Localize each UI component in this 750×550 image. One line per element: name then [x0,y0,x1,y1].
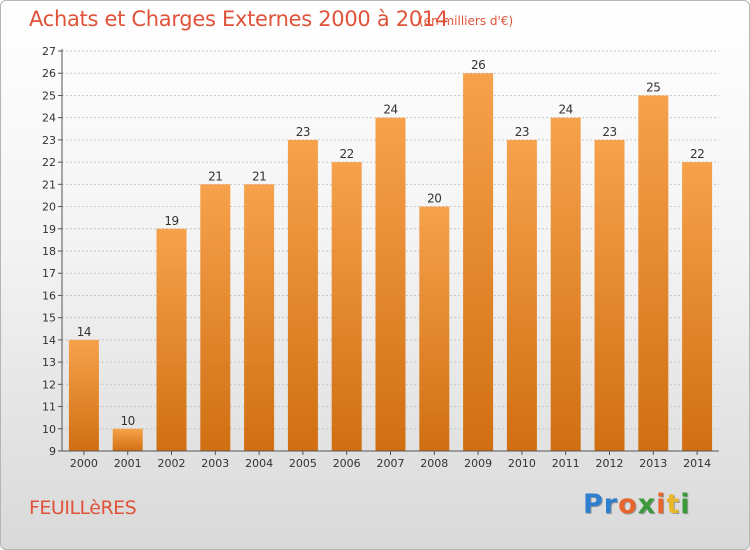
bar-value-label: 21 [252,169,266,183]
bar-value-label: 14 [77,325,91,339]
x-tick-label: 2003 [201,457,229,470]
bar-2004[interactable] [244,184,275,452]
x-tick-label: 2008 [420,457,448,470]
logo-letter: i [656,489,667,520]
bar-2006[interactable] [331,162,362,451]
labels: 9 10 11 12 13 14 15 16 17 18 19 20 21 22 23 24 25 26 27 14 2… [42,45,711,470]
x-tick-label: 2013 [639,457,667,470]
x-tick-label: 2004 [245,457,273,470]
x-tick-label: 2009 [464,457,492,470]
x-tick-label: 2012 [596,457,624,470]
bar-value-label: 10 [121,414,135,428]
x-tick-label: 2006 [333,457,361,470]
chart-unit: (en milliers d'€) [419,14,514,28]
bar-2014[interactable] [682,162,713,451]
bar-value-label: 22 [690,147,704,161]
y-tick-label: 15 [42,312,56,325]
y-tick-label: 10 [42,423,56,436]
bar-2012[interactable] [594,139,625,451]
logo-letter: o [618,489,638,520]
y-tick-label: 23 [42,134,56,147]
y-tick-label: 14 [42,334,56,347]
logo-letter: t [666,489,681,520]
y-tick-label: 18 [42,245,56,258]
bar-value-label: 24 [383,103,397,117]
y-tick-label: 11 [42,401,56,414]
y-tick-label: 17 [42,267,56,280]
bar-value-label: 25 [646,80,660,94]
y-tick-label: 12 [42,378,56,391]
bar-value-label: 24 [559,103,573,117]
chart-title: Achats et Charges Externes 2000 à 2014 [29,7,449,31]
bar-2008[interactable] [419,206,450,451]
y-tick-label: 9 [49,445,56,458]
bar-2007[interactable] [375,117,406,452]
bar-2005[interactable] [287,139,318,451]
bar-value-label: 23 [602,125,616,139]
commune-name: FEUILLèRES [29,497,137,519]
bar-2003[interactable] [200,184,231,452]
bar-2013[interactable] [638,95,669,451]
y-tick-label: 22 [42,156,56,169]
x-tick-label: 2002 [158,457,186,470]
bar-value-label: 23 [296,125,310,139]
x-tick-label: 2010 [508,457,536,470]
bars [68,73,713,452]
logo-letter: i [680,489,691,520]
bar-value-label: 23 [515,125,529,139]
y-tick-label: 24 [42,112,56,125]
bar-2001[interactable] [112,428,143,451]
proxiti-logo[interactable]: Proxiti [583,489,691,520]
bar-2011[interactable] [550,117,581,452]
x-tick-label: 2011 [552,457,580,470]
y-tick-label: 21 [42,178,56,191]
y-tick-label: 19 [42,223,56,236]
bar-value-label: 20 [427,192,441,206]
x-tick-label: 2007 [377,457,405,470]
bar-2000[interactable] [68,339,99,451]
y-tick-label: 16 [42,289,56,302]
y-tick-label: 13 [42,356,56,369]
bar-value-label: 22 [340,147,354,161]
x-tick-label: 2001 [114,457,142,470]
bar-2009[interactable] [463,73,494,451]
bar-2002[interactable] [156,228,187,451]
y-tick-label: 20 [42,201,56,214]
x-tick-label: 2005 [289,457,317,470]
logo-letter: r [603,489,619,520]
y-tick-label: 25 [42,89,56,102]
logo-letter: P [583,489,604,520]
x-tick-label: 2000 [70,457,98,470]
y-tick-label: 26 [42,67,56,80]
axes [58,49,719,455]
y-tick-label: 27 [42,45,56,58]
x-tick-label: 2014 [683,457,711,470]
bar-value-label: 26 [471,58,485,72]
bar-2010[interactable] [506,139,537,451]
bar-value-label: 19 [164,214,178,228]
bar-value-label: 21 [208,169,222,183]
logo-letter: x [637,489,657,520]
